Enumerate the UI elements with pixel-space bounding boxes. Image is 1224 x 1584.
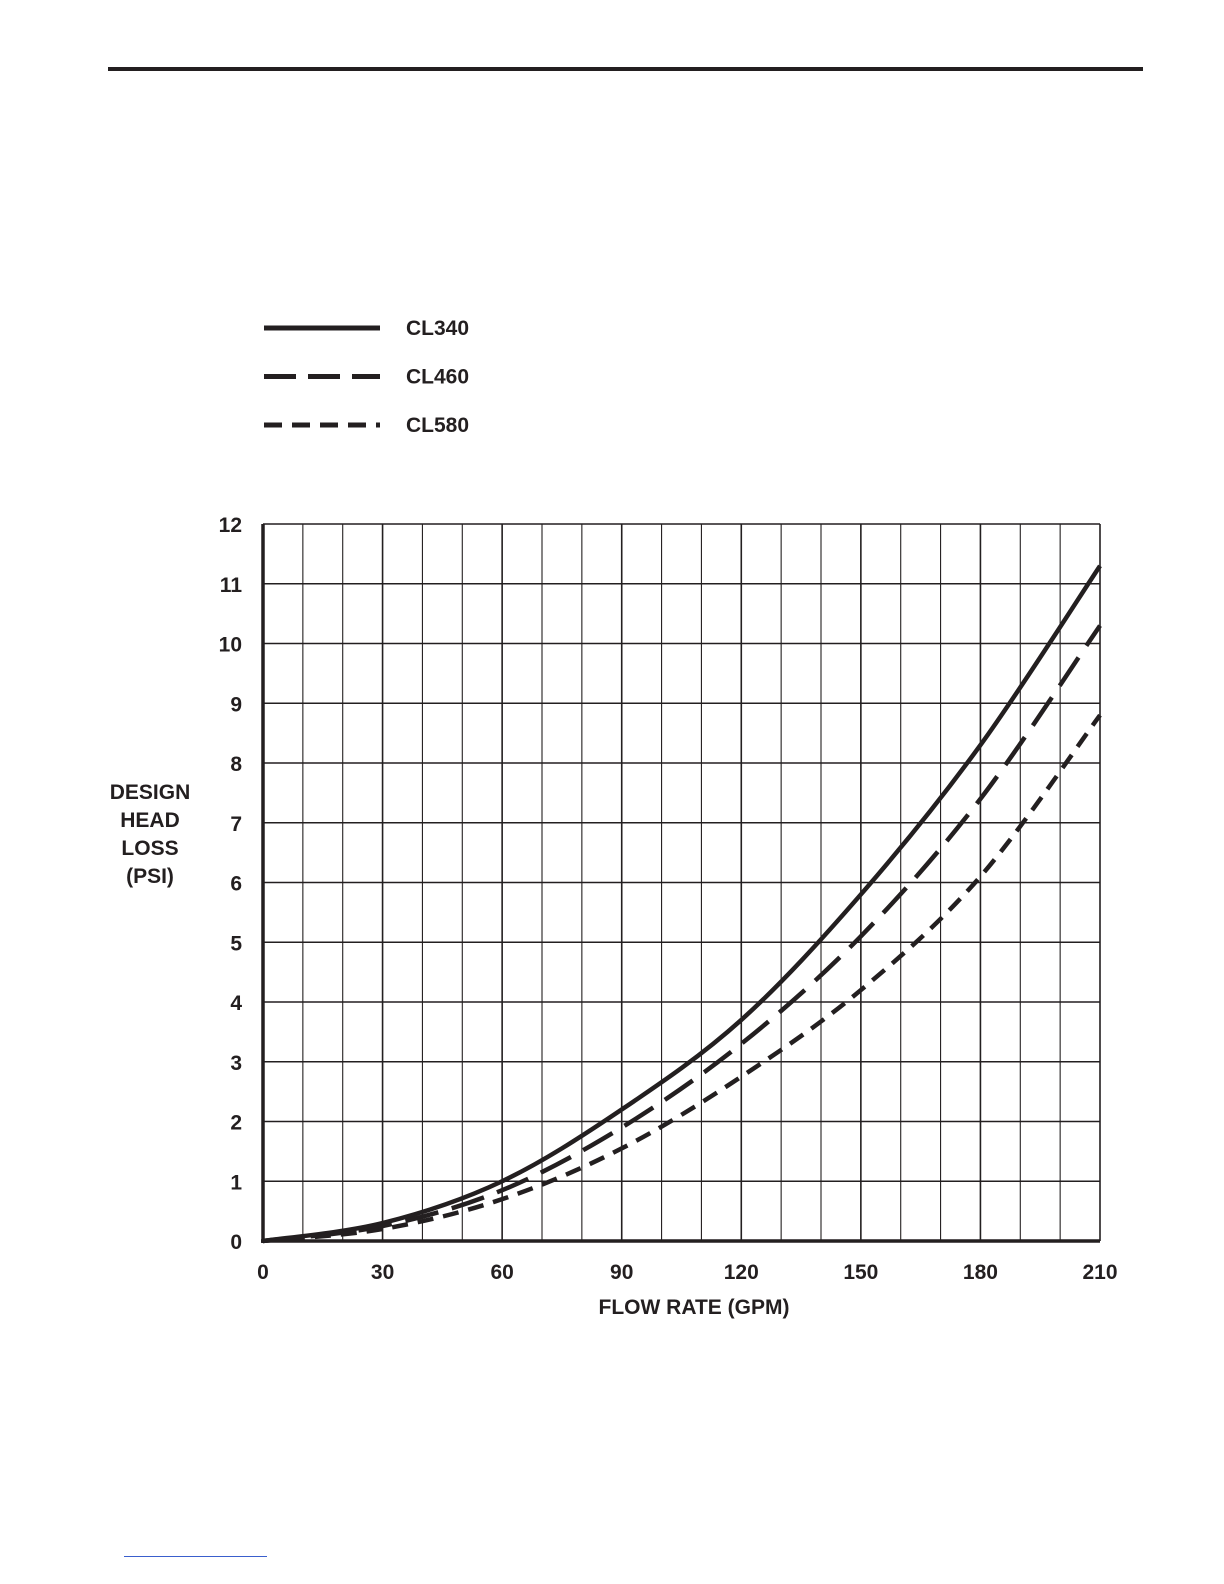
x-tick-label: 90 [610, 1261, 633, 1284]
x-tick-label: 150 [843, 1261, 878, 1284]
x-tick-label: 180 [963, 1261, 998, 1284]
x-axis-title: FLOW RATE (GPM) [599, 1296, 790, 1319]
y-axis-title-line: LOSS [121, 837, 178, 860]
legend-label-cl340: CL340 [406, 317, 469, 340]
x-tick-label: 60 [490, 1261, 513, 1284]
legend-label-cl460: CL460 [406, 366, 469, 389]
y-tick-label: 2 [230, 1112, 242, 1135]
y-axis-title-line: DESIGN [110, 781, 191, 804]
x-tick-label: 0 [257, 1261, 269, 1284]
y-tick-label: 6 [230, 873, 242, 896]
x-tick-label: 210 [1082, 1261, 1117, 1284]
y-tick-label: 4 [230, 992, 242, 1015]
y-axis-title: DESIGN HEAD LOSS (PSI) [110, 781, 191, 888]
bottom-link-underline [124, 1556, 267, 1557]
y-tick-label: 1 [230, 1171, 242, 1194]
legend-label-cl580: CL580 [406, 414, 469, 437]
axes [261, 524, 1100, 1243]
y-tick-label: 5 [230, 932, 242, 955]
y-tick-label: 8 [230, 753, 242, 776]
y-tick-label: 10 [219, 634, 242, 657]
y-axis-title-line: (PSI) [126, 865, 174, 888]
series-layer [262, 564, 1102, 1244]
y-tick-label: 7 [230, 813, 242, 836]
legend: CL340 CL460 CL580 [264, 317, 469, 437]
y-tick-label: 3 [230, 1052, 242, 1075]
y-tick-label: 9 [230, 693, 242, 716]
grid [262, 523, 1101, 1242]
series-line-cl460 [262, 624, 1102, 1244]
y-tick-label: 0 [230, 1231, 242, 1254]
y-axis-title-line: HEAD [120, 809, 180, 832]
top-rule [108, 67, 1143, 71]
y-tick-label: 12 [219, 514, 242, 537]
series-line-cl340 [262, 564, 1102, 1244]
series-line-cl580 [262, 713, 1102, 1244]
x-tick-label: 30 [371, 1261, 394, 1284]
x-tick-label: 120 [724, 1261, 759, 1284]
y-tick-label: 11 [220, 574, 243, 597]
